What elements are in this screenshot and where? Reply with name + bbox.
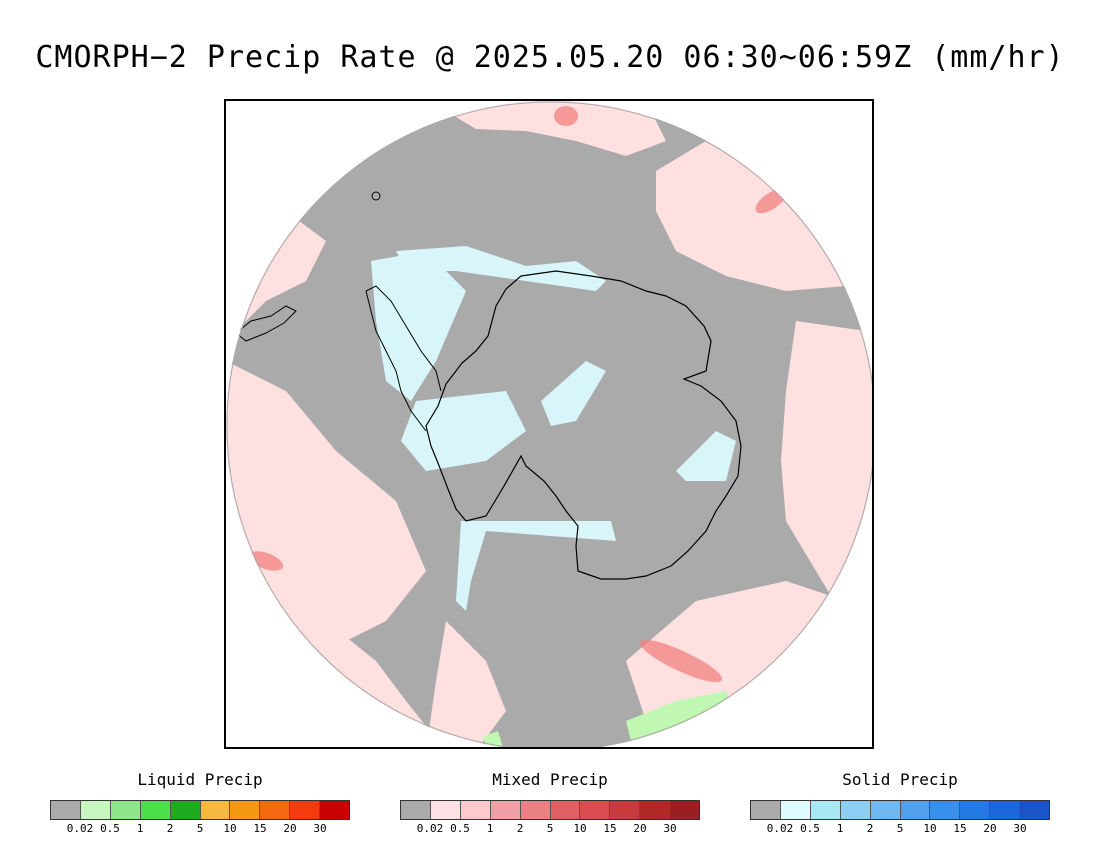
legend-swatch	[550, 801, 581, 819]
legend-mixed: Mixed Precip 0.02 0.5 1 2 5 10 15 20 30	[400, 770, 700, 836]
mixed-cell-south	[639, 639, 723, 683]
legend-swatch	[140, 801, 171, 819]
map-disk-edge	[226, 101, 872, 747]
solid-precip-regions	[371, 246, 736, 611]
mixed-region-northeast	[656, 141, 866, 291]
precip-map	[224, 99, 874, 749]
solid-band-east	[676, 431, 736, 481]
legend-tick-label: 20	[983, 822, 997, 835]
legend-tick-label: 15	[953, 822, 967, 835]
legend-tick-label: 20	[283, 822, 297, 835]
legend-swatch	[460, 801, 491, 819]
south-america-coastline	[235, 305, 297, 342]
legend-swatch	[670, 801, 700, 819]
legend-swatch	[640, 801, 671, 819]
polar-map-svg	[226, 101, 872, 747]
legend-swatch	[110, 801, 141, 819]
mixed-cell-west	[248, 551, 284, 571]
legend-tick-label: 0.5	[800, 822, 820, 835]
legend-tick-label: 2	[516, 822, 524, 835]
legend-liquid: Liquid Precip 0.02 0.5 1 2 5 10 15 20 30	[50, 770, 350, 836]
legend-tick-label: 15	[603, 822, 617, 835]
legend-mixed-bar	[400, 800, 700, 820]
antarctic-peninsula	[365, 285, 442, 432]
legend-swatch	[200, 801, 231, 819]
legend-mixed-title: Mixed Precip	[492, 770, 608, 789]
legend-tick-label: 0.02	[766, 822, 794, 835]
legend-swatch	[170, 801, 201, 819]
legend-swatch	[960, 801, 991, 819]
legend-liquid-ticks: 0.02 0.5 1 2 5 10 15 20 30	[50, 822, 350, 836]
legend-swatch	[930, 801, 961, 819]
legend-tick-label: 10	[223, 822, 237, 835]
mixed-region-south	[426, 621, 506, 747]
map-title: CMORPH−2 Precip Rate @ 2025.05.20 06:30~…	[35, 40, 1065, 75]
legend-tick-label: 1	[486, 822, 494, 835]
legend-liquid-title: Liquid Precip	[137, 770, 263, 789]
solid-band-coast-north	[396, 246, 606, 291]
legend-swatch	[840, 801, 871, 819]
solid-band-plateau	[541, 361, 606, 426]
legend-swatch	[751, 801, 781, 819]
legend-solid-ticks: 0.02 0.5 1 2 5 10 15 20 30	[750, 822, 1050, 836]
legend-tick-label: 30	[1013, 822, 1027, 835]
legend-tick-label: 2	[166, 822, 174, 835]
legend-swatch	[780, 801, 811, 819]
legend-liquid-bar	[50, 800, 350, 820]
solid-band-ross	[456, 521, 616, 611]
sub-antarctic-island	[371, 191, 381, 201]
legend-tick-label: 10	[573, 822, 587, 835]
legend-swatch	[320, 801, 350, 819]
legend-mixed-ticks: 0.02 0.5 1 2 5 10 15 20 30	[400, 822, 700, 836]
legend-swatch	[900, 801, 931, 819]
solid-band-weddell	[401, 391, 526, 471]
mixed-cell-north	[554, 106, 578, 126]
legend-tick-label: 0.5	[100, 822, 120, 835]
legend-tick-label: 0.02	[416, 822, 444, 835]
legend-tick-label: 10	[923, 822, 937, 835]
legend-tick-label: 0.02	[66, 822, 94, 835]
legend-swatch	[520, 801, 551, 819]
mixed-region-north	[446, 101, 666, 156]
legend-tick-label: 1	[136, 822, 144, 835]
solid-band-peninsula	[371, 251, 466, 401]
legend-swatch	[430, 801, 461, 819]
legend-tick-label: 5	[546, 822, 554, 835]
legend-swatch	[230, 801, 261, 819]
legend-swatch	[290, 801, 321, 819]
legend-swatch	[401, 801, 431, 819]
legend-tick-label: 5	[196, 822, 204, 835]
legend-swatch	[1020, 801, 1050, 819]
legend-swatch	[51, 801, 81, 819]
legend-tick-label: 30	[313, 822, 327, 835]
legend-tick-label: 20	[633, 822, 647, 835]
legend-swatch	[80, 801, 111, 819]
legend-tick-label: 15	[253, 822, 267, 835]
legend-swatch	[260, 801, 291, 819]
legend-tick-label: 5	[896, 822, 904, 835]
legend-swatch	[580, 801, 611, 819]
legend-solid-title: Solid Precip	[842, 770, 958, 789]
legend-tick-label: 1	[836, 822, 844, 835]
legend-swatch	[990, 801, 1021, 819]
legend-swatch	[870, 801, 901, 819]
legend-swatch	[490, 801, 521, 819]
legend-tick-label: 2	[866, 822, 874, 835]
legend-solid: Solid Precip 0.02 0.5 1 2 5 10 15 20 30	[750, 770, 1050, 836]
legend-swatch	[610, 801, 641, 819]
legend-tick-label: 30	[663, 822, 677, 835]
legend-tick-label: 0.5	[450, 822, 470, 835]
legend-swatch	[810, 801, 841, 819]
legend-solid-bar	[750, 800, 1050, 820]
antarctica-coastline	[425, 270, 742, 580]
